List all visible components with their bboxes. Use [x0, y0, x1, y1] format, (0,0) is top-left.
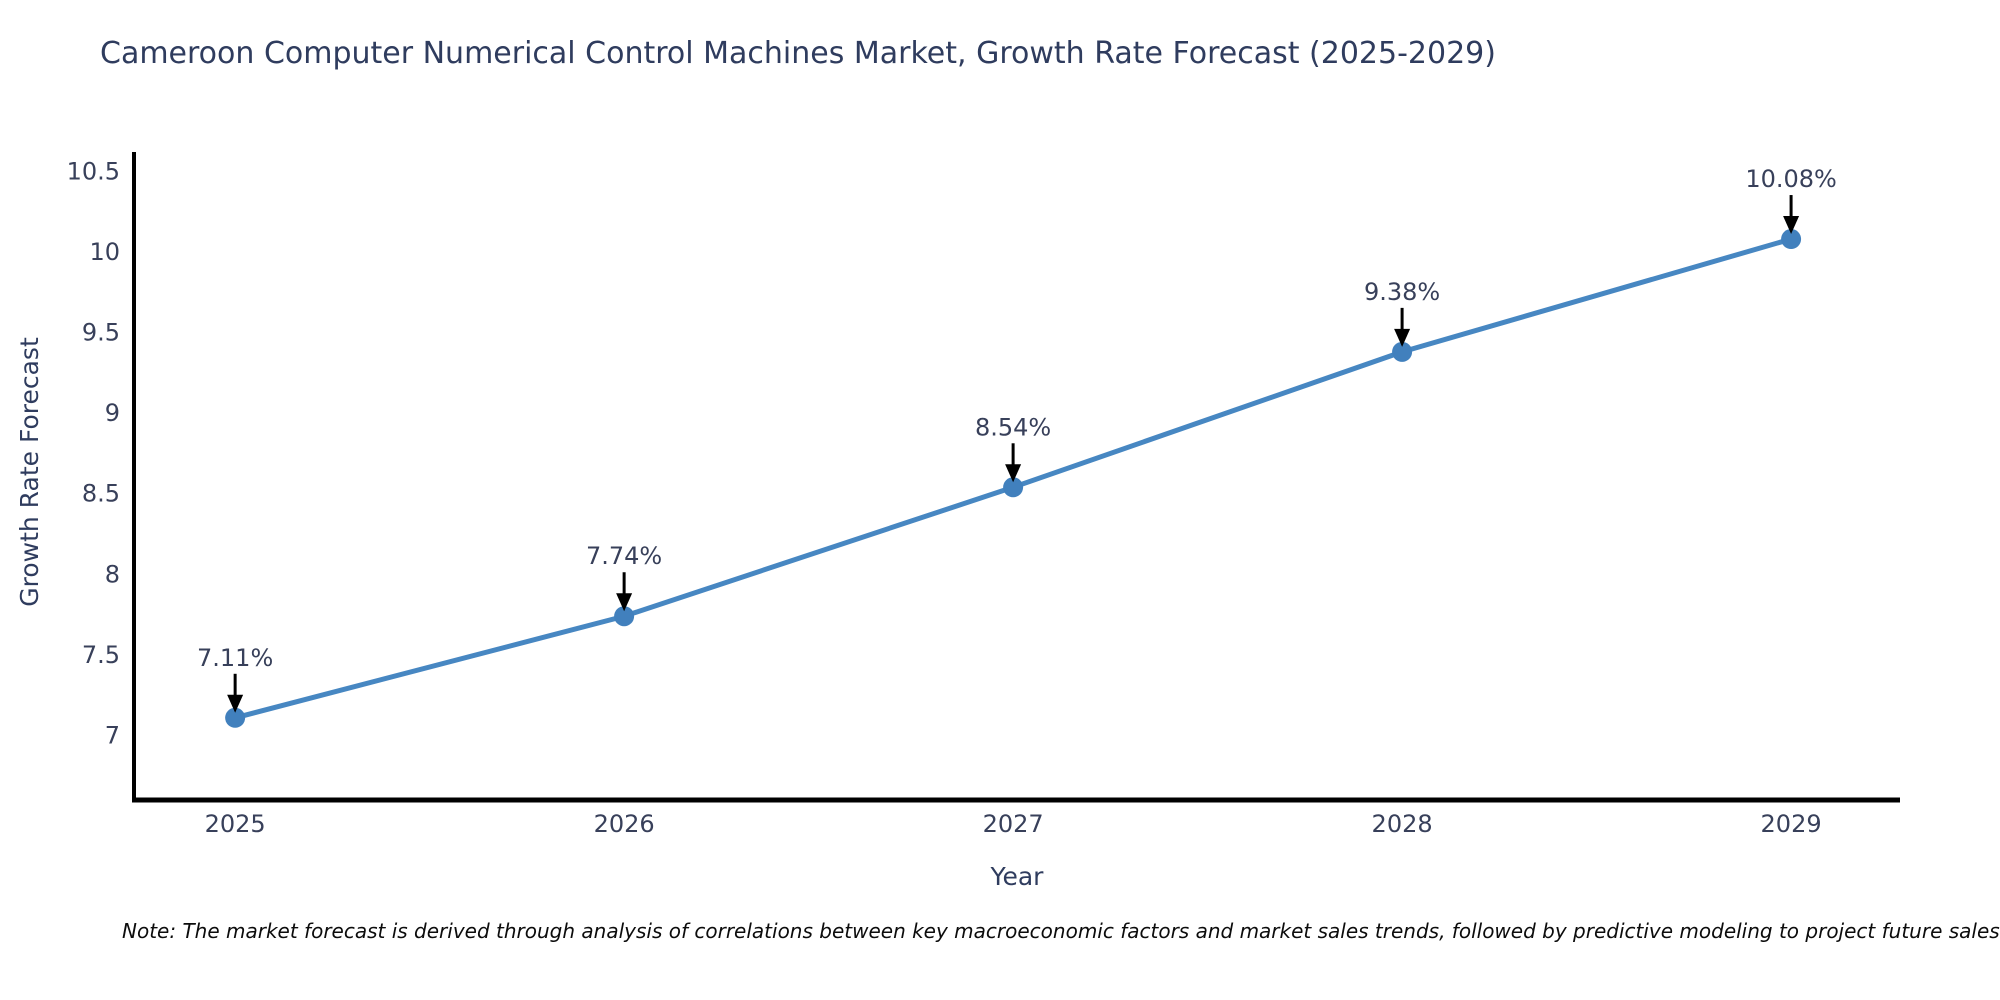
x-tick-label: 2029	[1761, 810, 1822, 838]
footnote: Note: The market forecast is derived thr…	[122, 919, 2000, 943]
x-tick-label: 2028	[1372, 810, 1433, 838]
data-point-label: 8.54%	[975, 413, 1051, 441]
y-tick-label: 8	[105, 560, 120, 588]
chart-title: Cameroon Computer Numerical Control Mach…	[100, 36, 1496, 71]
data-point-label: 7.74%	[586, 542, 662, 570]
annotation-arrow-head	[1005, 464, 1022, 483]
data-point-label: 7.11%	[197, 644, 273, 672]
chart-dynamic-layer: 7 7.5 8 8.5 9 9.5 10 10.5 2025 2026 2027 2028 2029 7.…	[67, 152, 1900, 838]
data-point-label: 10.08%	[1745, 165, 1837, 193]
annotation-arrow-head	[227, 694, 244, 713]
data-point-marker	[225, 707, 246, 728]
data-point-marker	[1781, 229, 1802, 250]
x-tick-label: 2026	[594, 810, 655, 838]
y-tick-label: 10	[89, 238, 120, 266]
x-tick-label: 2025	[205, 810, 266, 838]
data-point-marker	[614, 606, 635, 627]
annotation-arrow-head	[1394, 328, 1411, 347]
y-tick-label: 7.5	[82, 641, 120, 669]
y-tick-label: 9.5	[82, 319, 120, 347]
y-axis-title: Growth Rate Forecast	[15, 337, 44, 607]
y-tick-label: 8.5	[82, 480, 120, 508]
y-tick-label: 9	[105, 399, 120, 427]
data-point-marker	[1003, 477, 1024, 498]
annotation-arrow-head	[616, 593, 633, 612]
y-tick-label: 10.5	[67, 157, 120, 185]
annotation-arrow-head	[1783, 216, 1800, 235]
data-point-label: 9.38%	[1364, 278, 1440, 306]
x-axis-title: Year	[990, 862, 1045, 891]
data-point-marker	[1392, 341, 1413, 362]
x-tick-label: 2027	[983, 810, 1044, 838]
y-tick-label: 7	[105, 722, 120, 750]
